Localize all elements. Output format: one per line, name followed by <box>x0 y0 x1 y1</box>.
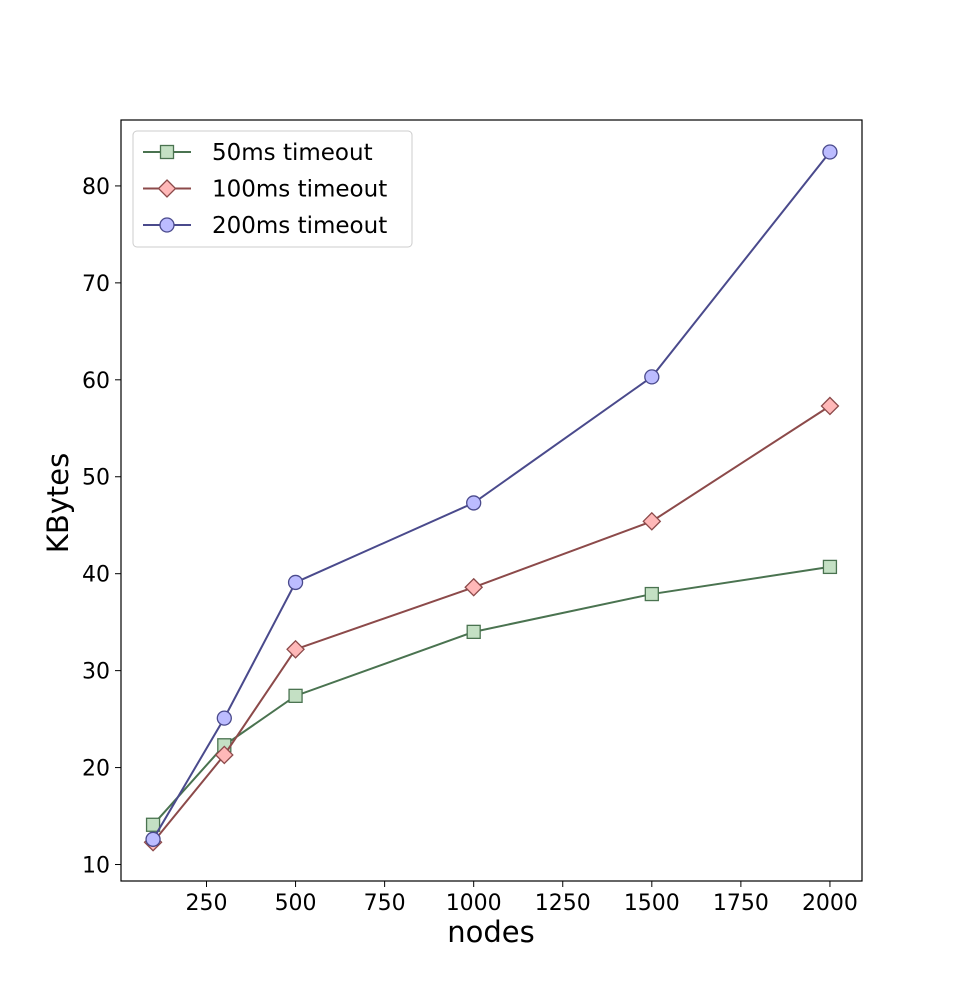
data-point-series-3 <box>145 831 161 847</box>
series-line-2 <box>152 405 831 843</box>
x-axis-title: nodes <box>447 915 534 949</box>
data-point-series-2 <box>286 639 305 659</box>
legend-marker-3 <box>159 217 175 233</box>
series-line-1 <box>152 565 831 826</box>
data-point-series-2 <box>214 745 234 765</box>
legend-box <box>132 130 413 248</box>
y-tick-label: 60 <box>82 369 110 394</box>
data-point-series-3 <box>216 710 232 726</box>
y-tick-label: 40 <box>82 563 110 588</box>
x-tick-label: 500 <box>275 891 317 916</box>
y-tick-label: 80 <box>82 175 110 200</box>
data-point-series-3 <box>644 369 660 385</box>
data-point-series-2 <box>820 396 840 416</box>
series-line-3 <box>152 151 831 840</box>
x-tick-label: 1750 <box>713 891 769 916</box>
legend-label-3: 200ms timeout <box>212 213 387 239</box>
plot-area: 250 500 750 1000 1250 1500 1750 2000 10 20 30 40 50 6… <box>82 119 863 916</box>
legend-label-2: 100ms timeout <box>212 177 387 203</box>
data-point-series-1 <box>822 559 838 575</box>
legend-marker-1 <box>159 144 175 160</box>
data-point-series-1 <box>644 586 659 602</box>
data-point-series-2 <box>642 511 662 531</box>
legend: 50ms timeout 100ms timeout 200ms timeout <box>132 130 413 248</box>
data-point-series-3 <box>287 574 304 591</box>
legend-marker-2 <box>157 179 177 198</box>
data-point-series-1 <box>288 688 303 703</box>
legend-label-1: 50ms timeout <box>212 140 373 166</box>
x-tick-label: 250 <box>186 891 228 916</box>
x-tick-label: 1500 <box>624 891 680 916</box>
data-point-series-3 <box>466 495 482 511</box>
data-point-series-2 <box>464 577 484 597</box>
y-axis-title: KBytes <box>41 453 75 553</box>
y-tick-label: 50 <box>82 466 110 491</box>
y-tick-label: 70 <box>82 272 110 297</box>
data-point-series-1 <box>145 817 161 832</box>
x-tick-label: 1000 <box>446 891 502 916</box>
plot-frame <box>120 119 863 882</box>
x-tick-label: 2000 <box>802 891 858 916</box>
x-tick-label: 750 <box>364 891 406 916</box>
x-tick-label: 1250 <box>535 891 591 916</box>
y-tick-label: 10 <box>82 854 110 879</box>
y-tick-label: 20 <box>82 757 110 782</box>
y-tick-label: 30 <box>82 660 110 685</box>
data-point-series-1 <box>466 624 481 640</box>
data-point-series-3 <box>822 144 838 160</box>
